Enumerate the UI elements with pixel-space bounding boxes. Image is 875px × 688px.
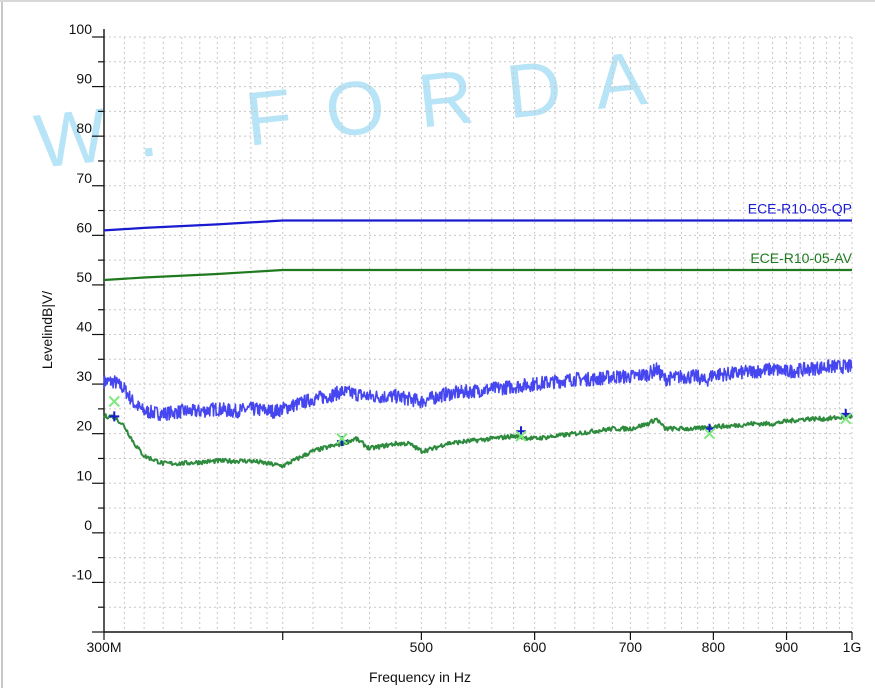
y-tick-label: 80 — [76, 120, 92, 136]
limit-line-qp — [103, 219, 852, 232]
y-tick-label: -10 — [72, 566, 92, 582]
y-tick-label: 60 — [76, 219, 92, 235]
label-layer: ECE-R10-05-QP ECE-R10-05-AV — [748, 200, 853, 266]
y-tick-label: 100 — [69, 21, 93, 37]
y-tick-label: 50 — [76, 269, 92, 285]
av-marker — [336, 432, 348, 445]
y-tick-label: 90 — [76, 71, 92, 87]
qp-marker — [109, 411, 120, 422]
y-tick-label: 40 — [76, 319, 92, 335]
x-tick-label: 1G — [843, 639, 862, 655]
qp-marker — [704, 423, 715, 434]
x-axis-title: Frequency in Hz — [369, 669, 471, 685]
av-marker — [703, 427, 716, 440]
x-tick-label: 300M — [86, 639, 121, 655]
x-tick-label: 600 — [523, 639, 547, 655]
peak-trace — [103, 359, 853, 422]
y-tick-label: 30 — [76, 368, 92, 384]
average-trace — [103, 413, 853, 469]
av-marker — [840, 413, 852, 425]
limit-label: ECE-R10-05-QP — [748, 200, 852, 216]
y-tick-label: 10 — [76, 467, 92, 483]
limit-label: ECE-R10-05-AV — [750, 250, 852, 266]
av-marker — [108, 395, 120, 408]
y-tick-label: 70 — [76, 170, 92, 186]
grid — [103, 36, 853, 632]
av-marker — [515, 430, 527, 442]
series-layer — [103, 219, 853, 469]
y-tick-label: 20 — [76, 418, 92, 434]
x-tick-label: 900 — [775, 639, 799, 655]
qp-marker — [516, 426, 527, 437]
y-axis-title: LevelindB|V/ — [39, 291, 55, 369]
x-tick-label: 500 — [410, 639, 434, 655]
limit-line-av — [103, 268, 852, 282]
x-tick-label: 800 — [702, 639, 726, 655]
marker-layer — [108, 395, 852, 447]
qp-marker — [840, 408, 851, 419]
y-tick-label: 0 — [84, 517, 92, 533]
x-tick-label: 700 — [619, 639, 643, 655]
